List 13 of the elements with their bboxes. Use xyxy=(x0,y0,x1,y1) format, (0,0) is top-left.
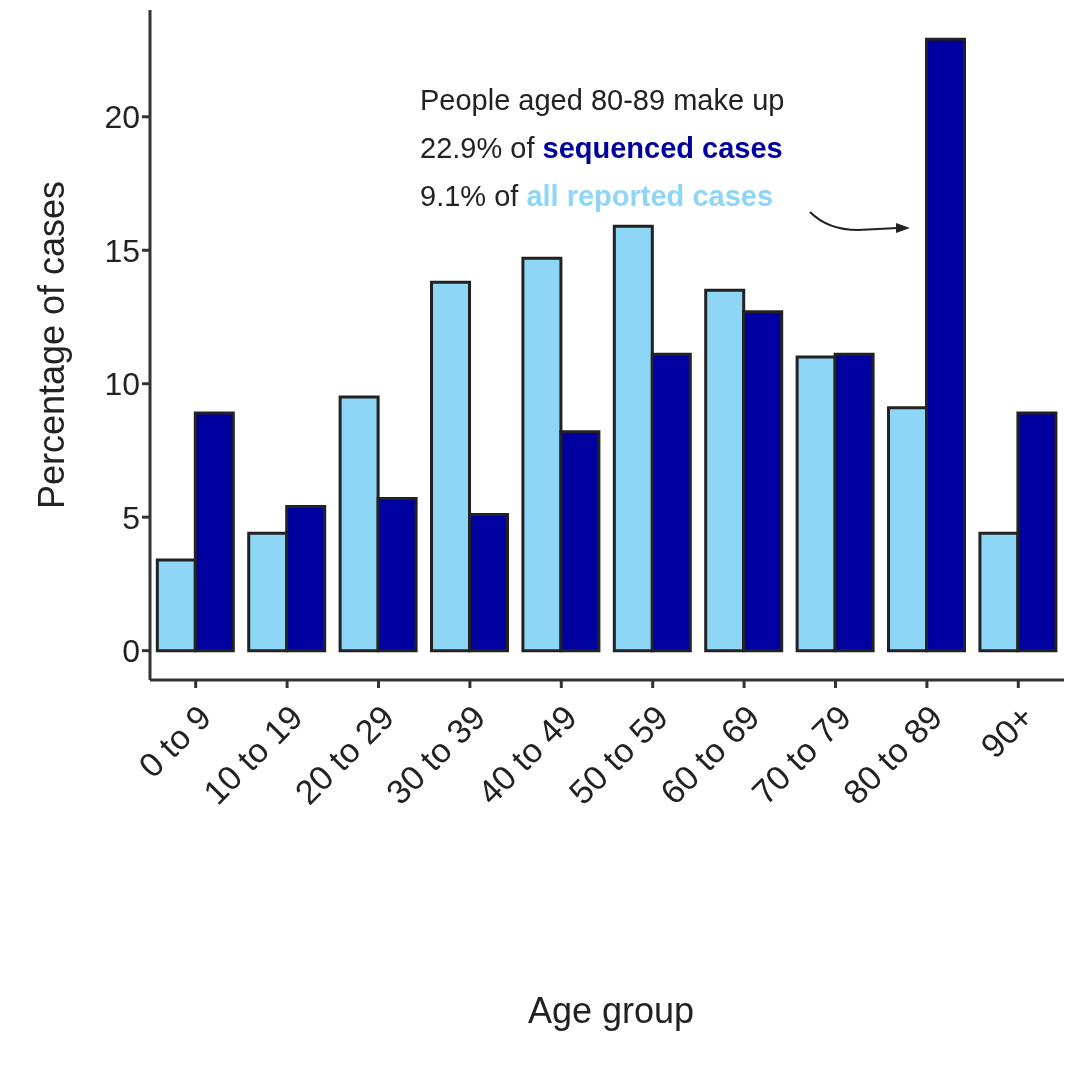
annotation: 22.9% of xyxy=(420,132,535,164)
text: sequenced cases xyxy=(541,132,783,164)
series-label: all reported cases xyxy=(525,180,774,212)
y-axis-title: Percentage of cases xyxy=(31,180,73,510)
y-tick-label: 10 xyxy=(104,366,140,403)
x-tick-label: 90+ xyxy=(973,697,1041,766)
x-axis-title: Age group xyxy=(527,990,695,1032)
annotation: People aged 80-89 make up xyxy=(420,83,785,118)
y-tick-label: 15 xyxy=(104,232,140,269)
annotation: 9.1% of xyxy=(420,180,519,212)
y-tick-label: 20 xyxy=(104,99,140,136)
y-tick-label: 5 xyxy=(122,499,140,536)
y-tick-label: 0 xyxy=(122,633,140,669)
